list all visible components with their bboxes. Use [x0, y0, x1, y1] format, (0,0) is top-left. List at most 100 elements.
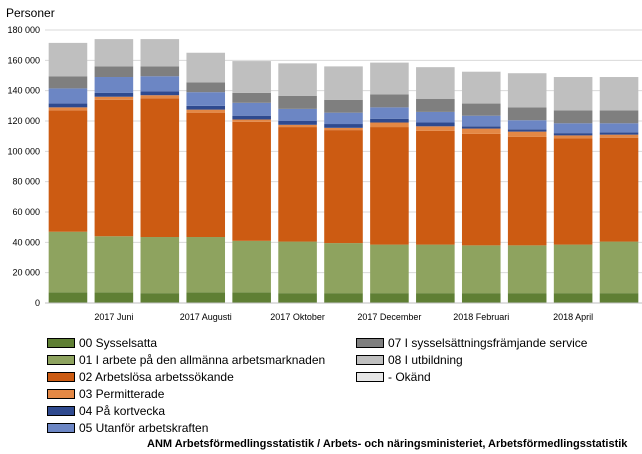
x-tick-label: 2017 Augusti: [180, 312, 232, 322]
bar-segment: [48, 292, 88, 303]
bar-segment: [140, 66, 180, 77]
bar-segment: [416, 67, 455, 100]
x-tick-label: 2017 December: [357, 312, 421, 322]
bar-segment: [232, 61, 271, 93]
bar-segment: [553, 110, 593, 124]
legend-item: 08 I utbildning: [356, 353, 463, 367]
legend-swatch: [356, 371, 384, 382]
bar-segment: [324, 293, 363, 303]
y-tick-label: 0: [35, 298, 40, 308]
bar-segment: [324, 99, 363, 113]
legend-label: 04 På kortvecka: [79, 404, 166, 418]
bar-segment: [507, 73, 547, 108]
x-tick-label: 2018 April: [553, 312, 593, 322]
bar-segment: [599, 137, 639, 242]
bar-segment: [278, 127, 317, 242]
bar-segment: [94, 96, 134, 100]
bar-segment: [553, 293, 593, 303]
bar-segment: [186, 105, 226, 110]
bar-segment: [278, 63, 317, 96]
legend-item: 04 På kortvecka: [47, 404, 165, 418]
legend-label: 08 I utbildning: [388, 353, 463, 367]
y-tick-label: 100 000: [7, 146, 40, 156]
bar-segment: [140, 76, 180, 92]
bar-segment: [278, 108, 317, 121]
bar-segment: [94, 92, 134, 97]
source-note: ANM Arbetsförmedlingsstatistik / Arbets-…: [147, 438, 628, 450]
bar-segment: [461, 103, 501, 116]
bar-segment: [232, 92, 271, 103]
bar-segment: [370, 127, 409, 245]
y-tick-label: 160 000: [7, 55, 40, 65]
bar-segment: [416, 130, 455, 245]
bar-segment: [48, 103, 88, 108]
bar-segment: [186, 112, 226, 238]
bar-segment: [48, 76, 88, 89]
bar-segment: [370, 244, 409, 294]
bar-segment: [232, 121, 271, 241]
legend-item: 07 I sysselsättningsfrämjande service: [356, 336, 587, 350]
bar-segment: [48, 88, 88, 104]
bar-segment: [507, 107, 547, 121]
bar-segment: [553, 138, 593, 245]
bar-segment: [186, 237, 226, 293]
bar-segment: [416, 293, 455, 303]
legend-swatch: [47, 405, 75, 416]
bar-segment: [94, 99, 134, 237]
legend-label: 05 Utanför arbetskraften: [79, 421, 209, 435]
x-tick-label: 2017 Oktober: [270, 312, 325, 322]
bar-segment: [278, 124, 317, 128]
legend-label: 02 Arbetslösa arbetssökande: [79, 370, 234, 384]
bar-segment: [507, 136, 547, 246]
y-axis-title: Personer: [6, 6, 55, 20]
bar-segment: [461, 133, 501, 246]
legend-item: 03 Permitterade: [47, 387, 164, 401]
bar-segment: [553, 77, 593, 111]
legend-swatch: [356, 337, 384, 348]
bar-segment: [599, 134, 639, 138]
bar-segment: [232, 292, 271, 303]
bar-segment: [416, 244, 455, 294]
y-tick-label: 140 000: [7, 86, 40, 96]
bar-segment: [232, 119, 271, 122]
legend-label: 07 I sysselsättningsfrämjande service: [388, 336, 588, 350]
y-tick-label: 80 000: [12, 177, 40, 187]
bar-segment: [461, 128, 501, 134]
stacked-bar-chart: 0 20 000 40 000 60 000 80 000 100 000 120 000 1…: [7, 25, 642, 322]
bar-segment: [140, 39, 180, 67]
legend-swatch: [47, 422, 75, 433]
bar-segment: [140, 95, 180, 99]
legend-item: 05 Utanför arbetskraften: [47, 421, 208, 435]
bar-segment: [48, 107, 88, 111]
bar-segment: [599, 293, 639, 303]
bar-segment: [416, 126, 455, 131]
bar-segment: [553, 133, 593, 136]
bar-segment: [278, 95, 317, 109]
y-tick-label: 120 000: [7, 116, 40, 126]
legend-label: 00 Sysselsatta: [79, 336, 158, 350]
bar-segment: [416, 122, 455, 127]
bar-segment: [278, 121, 317, 125]
bar-segment: [370, 118, 409, 123]
bar-segment: [48, 42, 88, 77]
y-tick-label: 180 000: [7, 25, 40, 35]
bar-segment: [370, 107, 409, 119]
bar-segment: [461, 293, 501, 303]
y-tick-label: 20 000: [12, 268, 40, 278]
bar-segment: [232, 115, 271, 120]
bar-segment: [461, 115, 501, 127]
bar-segment: [370, 293, 409, 303]
legend-label: 03 Permitterade: [79, 387, 165, 401]
bar-segment: [324, 112, 363, 125]
bar-segment: [416, 111, 455, 123]
bar-segment: [507, 293, 547, 303]
bar-segment: [553, 123, 593, 134]
legend-swatch: [356, 354, 384, 365]
bar-segment: [599, 123, 639, 133]
bar-segment: [94, 292, 134, 303]
x-tick-label: 2017 Juni: [94, 312, 133, 322]
bar-segment: [186, 82, 226, 93]
bar-segment: [94, 66, 134, 78]
legend-swatch: [47, 388, 75, 399]
legend-swatch: [47, 337, 75, 348]
